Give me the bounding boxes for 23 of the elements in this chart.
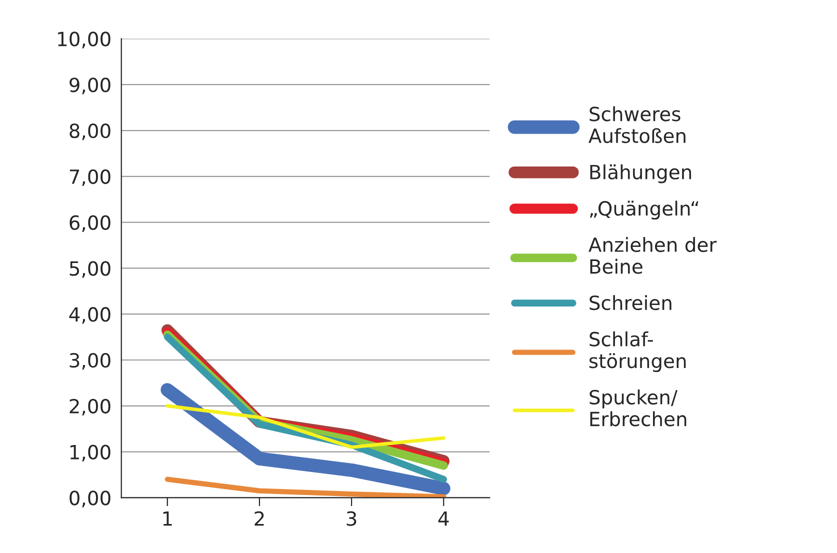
line-series xyxy=(166,404,446,449)
y-tick-label: 1,00 xyxy=(70,444,110,462)
legend-label: Blähungen xyxy=(590,164,692,184)
y-tick-label: 9,00 xyxy=(70,78,110,94)
legend-label: Schweres Aufstoßen xyxy=(588,106,686,144)
y-tick-label: 3,00 xyxy=(70,352,110,370)
y-tick-label: 2,00 xyxy=(70,398,110,416)
y-tick-label: 0,00 xyxy=(70,490,110,508)
y-tick-label: 5,00 xyxy=(70,261,110,278)
legend-label: „Quängeln“ xyxy=(590,200,698,220)
x-tick-label: 3 xyxy=(346,511,356,526)
y-tick-label: 6,00 xyxy=(70,215,110,232)
y-tick-label: 10,00 xyxy=(58,32,110,48)
y-tick-label: 4,00 xyxy=(69,307,110,324)
x-tick-label: 4 xyxy=(438,511,449,526)
y-tick-label: 8,00 xyxy=(70,123,110,140)
legend-label: Schreien xyxy=(590,295,672,310)
legend-label: Spucken/ Erbrechen xyxy=(590,390,686,426)
y-tick-label: 7,00 xyxy=(70,169,110,186)
legend-label: Schlaf- störungen xyxy=(589,331,686,372)
legend-label: Anziehen der Beine xyxy=(588,237,717,274)
x-tick-label: 2 xyxy=(254,511,264,526)
x-tick-label: 1 xyxy=(163,511,172,526)
